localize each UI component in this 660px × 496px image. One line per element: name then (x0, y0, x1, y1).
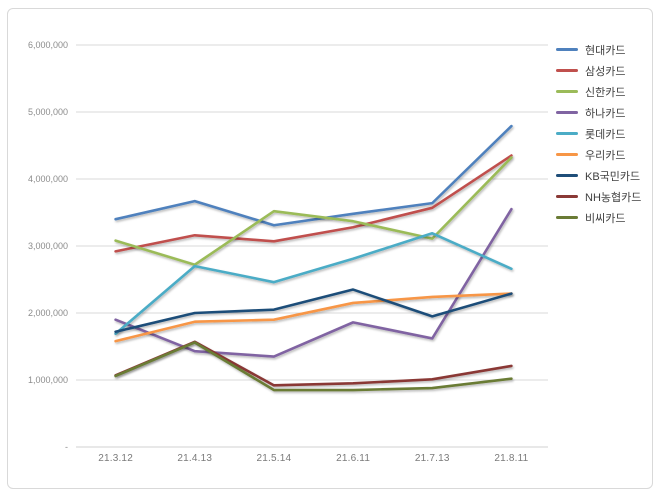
y-tick-label: 4,000,000 (27, 174, 68, 184)
y-tick-label: 1,000,000 (27, 375, 68, 385)
gridlines (76, 44, 548, 448)
legend-swatch (556, 195, 578, 198)
x-tick-label: 21.7.13 (414, 453, 450, 464)
series-line-6 (114, 288, 513, 334)
legend-item-7: NH농협카드 (556, 186, 641, 207)
series-line-1 (114, 154, 513, 253)
legend-item-4: 롯데카드 (556, 123, 641, 144)
legend-swatch (556, 90, 578, 93)
y-tick-label: - (65, 442, 68, 452)
y-tick-label: 5,000,000 (27, 107, 68, 117)
legend-swatch (556, 216, 578, 219)
legend-swatch (556, 111, 578, 114)
legend-label: 현대카드 (585, 44, 626, 57)
legend-item-6: KB국민카드 (556, 165, 641, 186)
legend-item-3: 하나카드 (556, 102, 641, 123)
series-line-4 (114, 231, 513, 336)
series-lines (114, 124, 513, 392)
legend-label: KB국민카드 (585, 170, 641, 183)
series-line-8 (114, 341, 513, 392)
x-tick-label: 21.3.12 (98, 453, 133, 464)
legend-label: 하나카드 (585, 107, 626, 120)
y-tick-label: 2,000,000 (27, 308, 68, 318)
legend-label: 우리카드 (585, 149, 626, 162)
legend-label: NH농협카드 (585, 191, 642, 204)
series-line-0 (114, 124, 513, 227)
legend-item-2: 신한카드 (556, 81, 641, 102)
series-line-3 (114, 207, 513, 358)
x-tick-label: 21.4.13 (177, 453, 213, 464)
legend-item-5: 우리카드 (556, 144, 641, 165)
legend-item-1: 삼성카드 (556, 60, 641, 81)
legend-item-8: 비씨카드 (556, 207, 641, 228)
x-tick-label: 21.8.11 (494, 453, 529, 464)
y-tick-label: 3,000,000 (27, 241, 68, 251)
series-line-2 (114, 156, 513, 267)
legend-swatch (556, 153, 578, 156)
legend-label: 신한카드 (585, 86, 626, 99)
legend-label: 롯데카드 (585, 128, 626, 141)
legend-swatch (556, 132, 578, 135)
series-line-7 (114, 340, 513, 387)
legend-swatch (556, 174, 578, 177)
series-line-5 (114, 292, 513, 343)
chart-frame (7, 8, 653, 489)
x-tick-label: 21.5.14 (256, 453, 292, 464)
x-tick-label: 21.6.11 (336, 453, 371, 464)
legend-item-0: 현대카드 (556, 39, 641, 60)
y-tick-label: 6,000,000 (27, 40, 68, 50)
legend-label: 삼성카드 (585, 65, 626, 78)
legend-swatch (556, 48, 578, 51)
legend-swatch (556, 69, 578, 72)
legend-label: 비씨카드 (585, 212, 626, 225)
